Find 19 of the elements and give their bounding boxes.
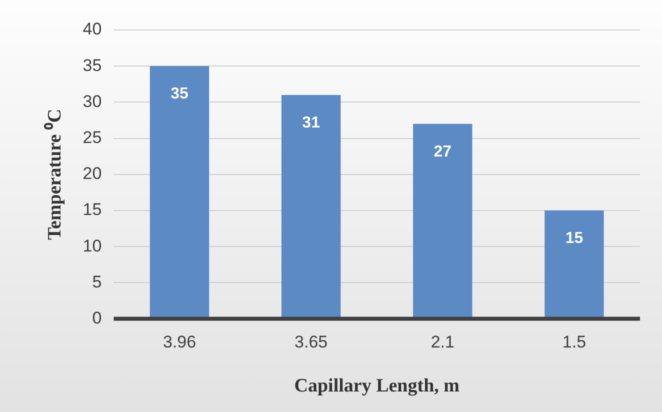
x-tick-label: 2.1 <box>430 332 454 352</box>
y-tick-label: 15 <box>82 200 102 220</box>
y-tick-label: 30 <box>82 92 102 111</box>
y-tick-label: 20 <box>82 164 102 184</box>
y-axis-title: Temperature ⁰C <box>43 108 66 240</box>
x-tick-label: 1.5 <box>562 332 586 352</box>
data-label: 35 <box>170 86 188 103</box>
y-tick-label: 25 <box>82 128 102 147</box>
x-axis-title: Capillary Length, m <box>294 376 460 397</box>
data-label: 15 <box>565 230 584 247</box>
y-tick-label: 10 <box>82 236 102 256</box>
y-tick-label: 35 <box>82 56 102 75</box>
y-tick-label: 5 <box>92 272 102 292</box>
y-tick-label: 0 <box>92 308 102 328</box>
data-label: 31 <box>302 114 320 132</box>
data-label: 27 <box>434 143 452 160</box>
x-tick-label: 3.65 <box>294 332 328 352</box>
x-tick-label: 3.96 <box>162 332 196 352</box>
y-tick-label: 40 <box>82 20 102 39</box>
